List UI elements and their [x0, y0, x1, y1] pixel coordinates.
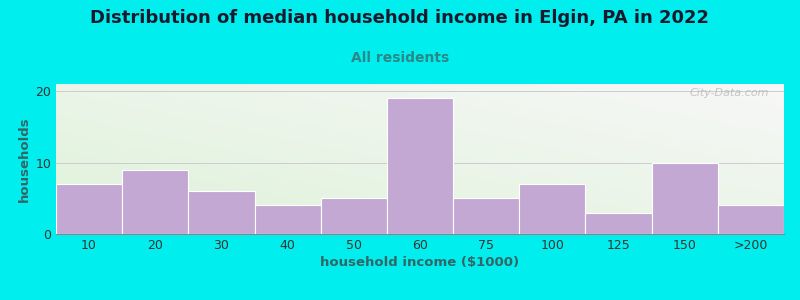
Bar: [56, 184, 122, 234]
Text: All residents: All residents: [351, 51, 449, 65]
Bar: [519, 184, 586, 234]
X-axis label: household income ($1000): household income ($1000): [321, 256, 519, 269]
Bar: [122, 170, 188, 234]
Bar: [387, 98, 453, 234]
Bar: [718, 206, 784, 234]
Bar: [586, 213, 652, 234]
Bar: [652, 163, 718, 234]
Bar: [321, 198, 387, 234]
Bar: [188, 191, 254, 234]
Text: Distribution of median household income in Elgin, PA in 2022: Distribution of median household income …: [90, 9, 710, 27]
Bar: [453, 198, 519, 234]
Text: City-Data.com: City-Data.com: [690, 88, 770, 98]
Y-axis label: households: households: [18, 116, 31, 202]
Bar: [254, 206, 321, 234]
